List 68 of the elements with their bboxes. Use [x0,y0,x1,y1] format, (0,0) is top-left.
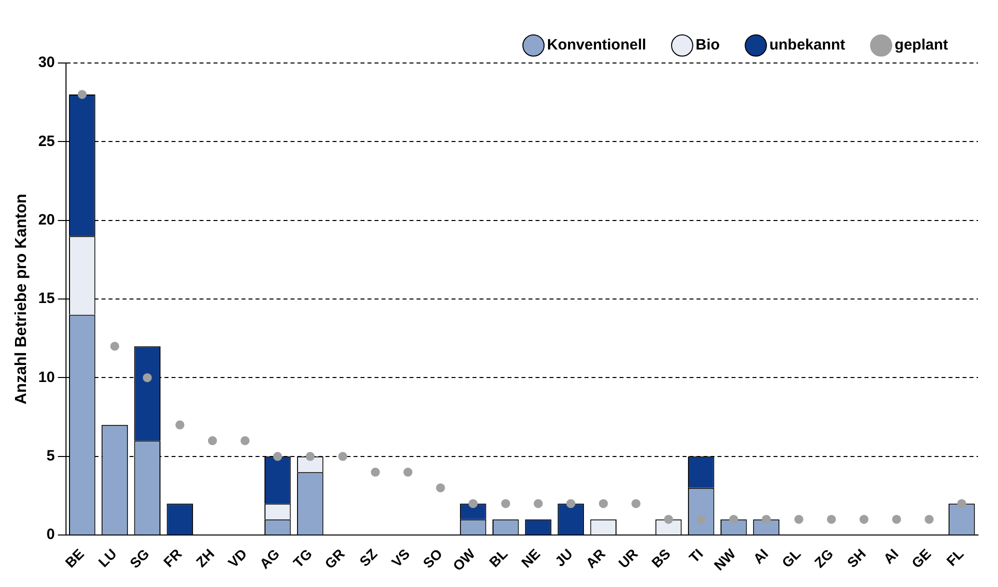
point [957,499,966,508]
x-tick-label: UR [615,546,641,572]
y-tick-label: 20 [38,212,55,228]
point [859,514,868,524]
x-tick-label: ZH [192,546,218,570]
y-tick-label: 25 [38,132,55,150]
x-tick-label: LU [95,546,120,570]
x-tick-label: BS [648,546,674,571]
point [501,499,510,508]
x-tick-label: BL [486,545,511,570]
x-tick-label: FR [160,546,185,570]
legend-label: geplant [894,36,948,54]
x-tick-label: NE [518,546,544,571]
y-axis-title: Anzahl Betriebe pro Kanton [13,194,30,404]
point [338,452,348,461]
point [110,342,120,351]
point [208,436,217,446]
x-tick-label: NW [710,545,740,574]
legend-label: Konventionell [547,36,646,54]
legend-label: Bio [696,36,720,54]
x-tick-label: AR [582,546,608,572]
point [794,514,804,524]
x-tick-label: ZG [811,545,836,571]
point [729,514,738,524]
x-tick-label: AI [880,546,902,567]
y-tick-label: 5 [46,448,55,465]
x-tick-label: TI [686,546,706,566]
x-tick-label: SZ [356,545,381,570]
point [924,514,934,524]
point [534,499,543,508]
y-tick-label: 30 [38,54,55,72]
x-tick-label: TG [290,545,316,571]
point [240,436,250,446]
x-tick-label: AG [256,545,283,572]
x-tick-label: VS [388,546,413,570]
point [273,452,282,461]
x-tick-label: BE [62,546,88,571]
x-tick-label: JU [552,546,576,570]
point [892,514,902,524]
point [175,420,184,430]
point [306,452,315,461]
x-tick-label: FL [943,545,967,569]
y-tick-label: 0 [46,526,55,544]
point [696,514,706,524]
point [631,499,640,508]
point [566,499,576,508]
legend-label: unbekannt [769,36,846,54]
y-tick-label: 15 [38,290,55,308]
point [826,514,836,524]
x-tick-label: VD [224,546,250,571]
point [598,499,608,508]
x-tick-label: GL [778,545,804,571]
point [436,483,446,492]
x-tick-label: GE [908,546,934,572]
x-tick-label: AI [750,546,772,567]
point [370,468,380,477]
x-tick-label: SO [420,545,446,572]
y-tick-label: 10 [38,368,55,386]
point [403,468,412,477]
x-tick-label: SH [844,546,869,571]
point [78,90,87,99]
point [142,373,152,382]
x-tick-label: GR [321,546,348,572]
x-tick-label: SG [126,545,152,572]
point [762,514,771,524]
point [664,514,674,524]
x-tick-label: OW [450,545,478,574]
point [468,499,478,508]
